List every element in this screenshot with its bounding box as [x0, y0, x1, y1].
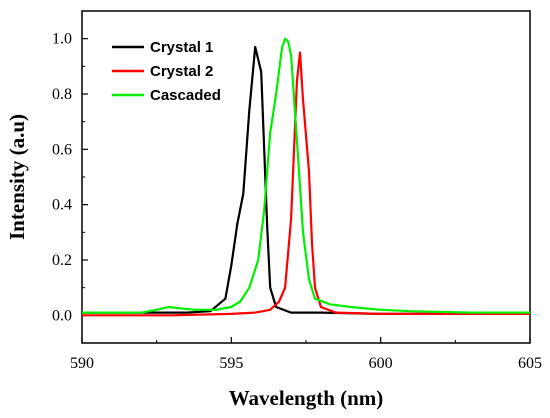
series-lines [82, 37, 530, 317]
plot-frame [81, 10, 531, 344]
legend: Crystal 1 Crystal 2 Cascaded [112, 39, 221, 104]
y-tick-label: 0.2 [52, 252, 72, 269]
x-tick-label: 600 [369, 355, 393, 372]
y-tick-label: 0.6 [52, 141, 72, 158]
y-axis-title: Intensity (a.u) [5, 114, 29, 240]
legend-label: Cascaded [150, 87, 221, 104]
legend-label: Crystal 2 [150, 63, 213, 80]
y-tick-label: 1.0 [52, 31, 72, 48]
series-line-cascaded [82, 37, 530, 314]
x-tick-label: 590 [70, 355, 94, 372]
y-tick-label: 0.4 [52, 197, 72, 214]
series-line-crystal-2 [82, 51, 530, 317]
series-line-crystal-1 [82, 45, 530, 315]
x-tick-label: 595 [219, 355, 243, 372]
y-tick-label: 0.0 [52, 307, 72, 324]
legend-label: Crystal 1 [150, 39, 213, 56]
axis-ticks: 590 595 600 605 0.0 0.2 0.4 0.6 0.8 1.0 [52, 10, 542, 372]
x-axis-title: Wavelength (nm) [229, 386, 384, 410]
x-tick-label: 605 [518, 355, 542, 372]
y-tick-label: 0.8 [52, 86, 72, 103]
